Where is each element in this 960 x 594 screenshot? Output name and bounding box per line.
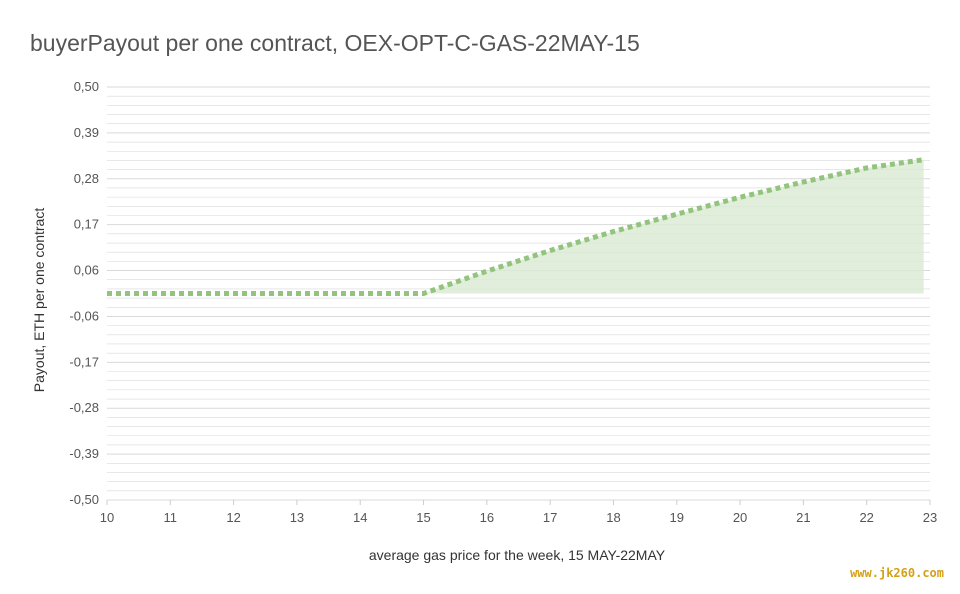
- x-tick-label: 12: [226, 510, 240, 525]
- y-tick-label: -0,17: [69, 354, 99, 369]
- y-tick-label: -0,39: [69, 446, 99, 461]
- y-tick-label: -0,06: [69, 308, 99, 323]
- y-tick-label: 0,06: [74, 263, 99, 278]
- y-tick-label: -0,28: [69, 400, 99, 415]
- y-tick-label: -0,50: [69, 492, 99, 507]
- payout-area: [107, 159, 924, 294]
- x-tick-label: 17: [543, 510, 557, 525]
- x-axis-label: average gas price for the week, 15 MAY-2…: [369, 547, 666, 563]
- x-tick-label: 10: [100, 510, 114, 525]
- x-tick-label: 15: [416, 510, 430, 525]
- x-tick-label: 14: [353, 510, 367, 525]
- x-tick-labels: 10 11 12 13 14 15 16 17 18 19 20 21 22 23: [100, 510, 937, 525]
- x-tick-label: 20: [733, 510, 747, 525]
- y-tick-label: 0,50: [74, 79, 99, 94]
- gridlines: [106, 86, 931, 505]
- y-tick-label: 0,39: [74, 125, 99, 140]
- x-tick-label: 18: [606, 510, 620, 525]
- y-tick-labels: 0,50 0,39 0,28 0,17 0,06 -0,06 -0,17 -0,28 -0,39…: [69, 79, 99, 507]
- x-tick-label: 23: [923, 510, 937, 525]
- y-axis-label: Payout, ETH per one contract: [31, 208, 47, 393]
- x-tick-label: 21: [796, 510, 810, 525]
- area-layer: [107, 159, 924, 294]
- watermark: www.jk260.com: [850, 566, 944, 580]
- x-tick-label: 13: [290, 510, 304, 525]
- y-tick-label: 0,17: [74, 217, 99, 232]
- y-tick-label: 0,28: [74, 171, 99, 186]
- line-layer: [107, 157, 925, 296]
- x-tick-label: 16: [480, 510, 494, 525]
- chart-title: buyerPayout per one contract, OEX-OPT-C-…: [30, 30, 640, 56]
- x-tick-label: 11: [164, 510, 178, 525]
- x-tick-label: 19: [670, 510, 684, 525]
- x-tick-label: 22: [859, 510, 873, 525]
- payout-line: [107, 157, 925, 296]
